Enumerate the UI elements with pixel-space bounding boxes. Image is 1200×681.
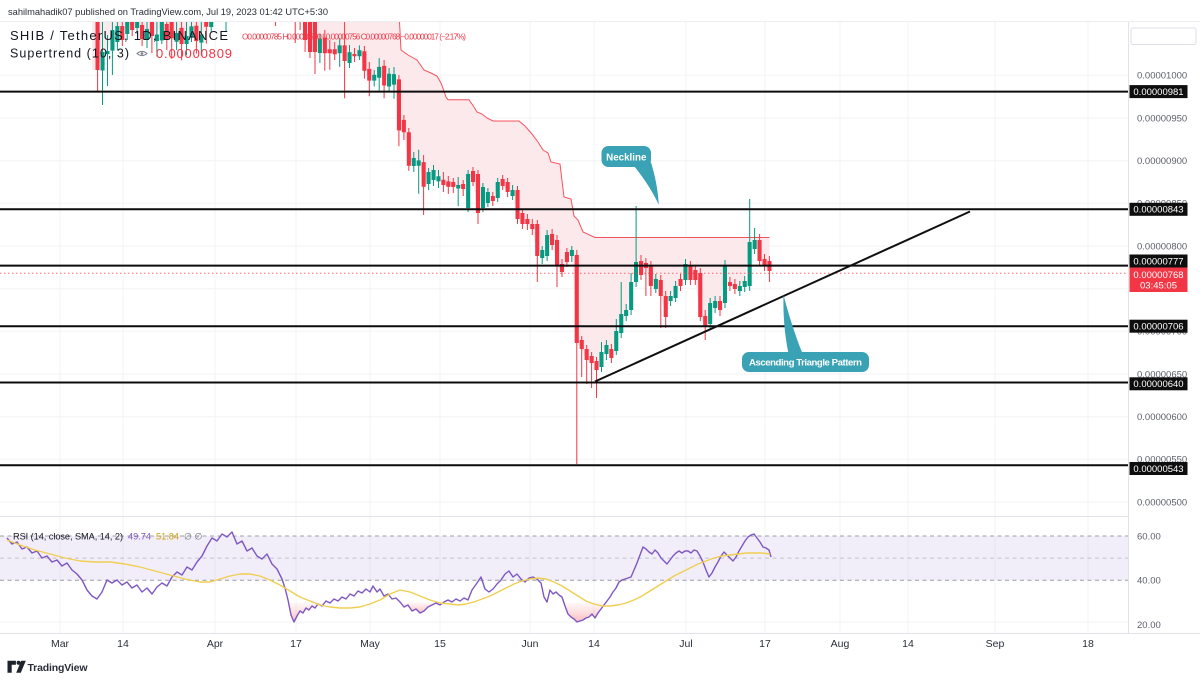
svg-text:Jul: Jul	[679, 638, 692, 650]
svg-text:SHIB / TetherUS, 1D, BINANCE: SHIB / TetherUS, 1D, BINANCE	[10, 28, 228, 43]
svg-text:Sep: Sep	[986, 638, 1005, 650]
svg-text:0.00000543: 0.00000543	[1133, 464, 1183, 475]
svg-text:14: 14	[588, 638, 600, 650]
svg-text:0.00001000: 0.00001000	[1137, 71, 1187, 82]
svg-text:Mar: Mar	[51, 638, 70, 650]
svg-text:40.00: 40.00	[1137, 576, 1161, 587]
svg-text:60.00: 60.00	[1137, 531, 1161, 542]
svg-text:03:45:05: 03:45:05	[1140, 281, 1177, 292]
svg-text:0.00000600: 0.00000600	[1137, 412, 1187, 423]
svg-text:18: 18	[1082, 638, 1094, 650]
svg-text:Neckline: Neckline	[606, 153, 647, 164]
svg-text:0.00000706: 0.00000706	[1133, 322, 1183, 333]
svg-text:17: 17	[290, 638, 302, 650]
svg-text:0.00000843: 0.00000843	[1133, 205, 1183, 216]
svg-text:Ascending Triangle Pattern: Ascending Triangle Pattern	[749, 358, 862, 369]
svg-text:0.00000809: 0.00000809	[156, 46, 232, 61]
svg-text:20.00: 20.00	[1137, 620, 1161, 631]
svg-text:49.74: 49.74	[128, 532, 151, 542]
svg-text:sahilmahadik07 published on Tr: sahilmahadik07 published on TradingView.…	[8, 7, 328, 17]
svg-text:14: 14	[902, 638, 914, 650]
svg-text:∅ ∅: ∅ ∅	[184, 532, 203, 542]
svg-text:14: 14	[117, 638, 129, 650]
svg-text:Apr: Apr	[207, 638, 224, 650]
svg-text:Jun: Jun	[522, 638, 539, 650]
svg-text:0.00000500: 0.00000500	[1137, 497, 1187, 508]
svg-text:15: 15	[434, 638, 446, 650]
svg-text:TradingView: TradingView	[28, 662, 89, 674]
svg-text:17: 17	[759, 638, 771, 650]
svg-text:RSI (14, close, SMA, 14, 2): RSI (14, close, SMA, 14, 2)	[13, 532, 123, 542]
svg-text:Aug: Aug	[831, 638, 850, 650]
svg-text:0.00000777: 0.00000777	[1133, 256, 1183, 267]
svg-text:May: May	[360, 638, 381, 650]
svg-text:0.00000550: 0.00000550	[1137, 455, 1187, 466]
svg-text:0.00000800: 0.00000800	[1137, 241, 1187, 252]
svg-text:0.00000768: 0.00000768	[1133, 270, 1183, 281]
svg-text:O0.00000785 H0.00000790 L0.000: O0.00000785 H0.00000790 L0.00000756 C0.0…	[242, 33, 466, 42]
svg-text:0.00000640: 0.00000640	[1133, 379, 1183, 390]
svg-text:51.84: 51.84	[156, 532, 179, 542]
svg-text:0.00000900: 0.00000900	[1137, 156, 1187, 167]
svg-text:Supertrend (10, 3): Supertrend (10, 3)	[10, 47, 129, 61]
svg-text:0.00000950: 0.00000950	[1137, 113, 1187, 124]
svg-text:0.00000650: 0.00000650	[1137, 369, 1187, 380]
svg-text:0.00000981: 0.00000981	[1133, 87, 1183, 98]
